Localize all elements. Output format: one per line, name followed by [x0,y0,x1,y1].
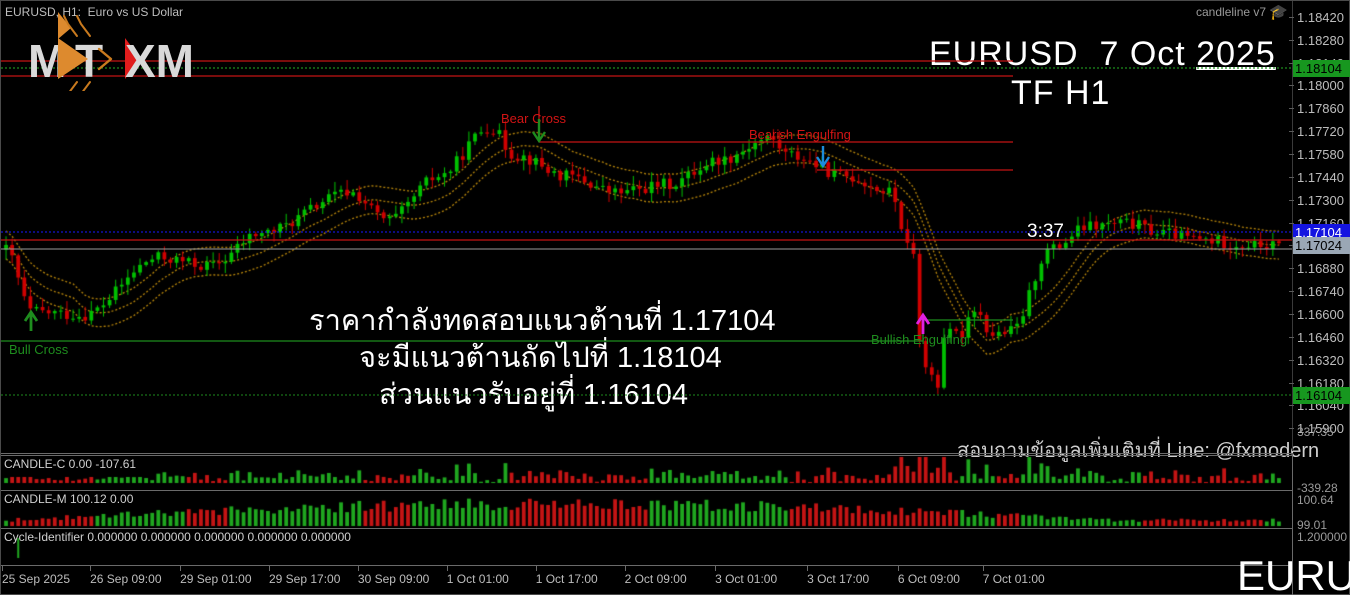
svg-text:Bearish Engulfing: Bearish Engulfing [749,127,851,142]
svg-text:Bullish Engulfing: Bullish Engulfing [871,332,967,347]
svg-text:Bull Cross: Bull Cross [9,342,69,357]
svg-text:Bear Cross: Bear Cross [501,111,567,126]
svg-text:3:37: 3:37 [1027,221,1064,242]
svg-text:XM: XM [125,35,194,87]
